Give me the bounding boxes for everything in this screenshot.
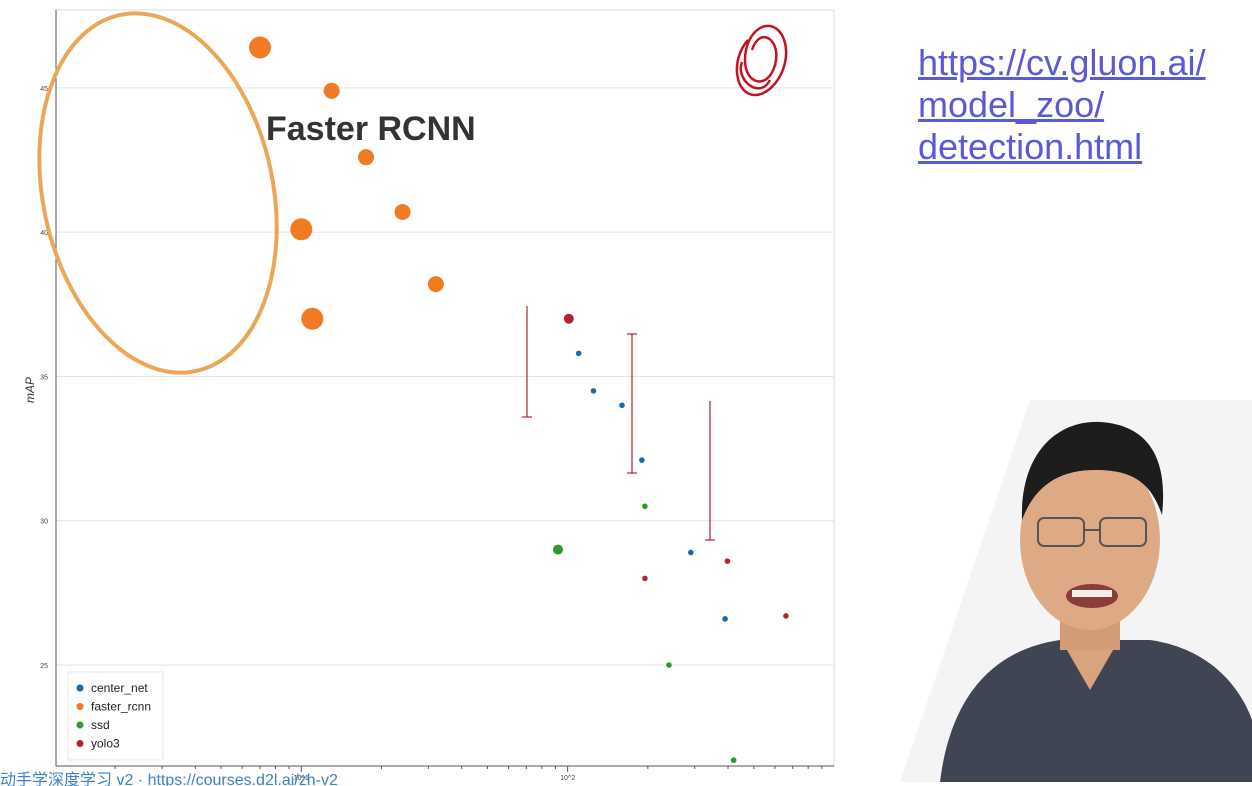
point-faster-rcnn [394, 203, 411, 220]
annotation-title: Faster RCNN [266, 110, 476, 148]
point-ssd [666, 662, 672, 668]
x-tick-label: 10^1 [294, 775, 309, 782]
legend-marker [76, 703, 84, 710]
legend-marker [76, 721, 84, 729]
point-faster-rcnn [249, 36, 272, 59]
link-line-3[interactable]: detection.html [918, 126, 1143, 167]
link-line-2[interactable]: model_zoo/ [918, 84, 1105, 125]
link-line-1[interactable]: https://cv.gluon.ai/ [918, 42, 1206, 83]
point-center-net [722, 616, 728, 622]
y-tick-label: 25 [40, 663, 48, 670]
point-yolo3 [563, 313, 574, 324]
video-watermark [1140, 26, 1240, 52]
y-tick-label: 45 [40, 86, 48, 93]
presenter-video [900, 400, 1252, 782]
point-center-net [639, 457, 645, 463]
point-faster-rcnn [301, 307, 324, 330]
x-tick-label: 10^2 [560, 775, 575, 782]
y-tick-label: 30 [40, 519, 48, 526]
point-yolo3 [724, 558, 731, 564]
point-ssd [642, 503, 648, 510]
axes: 25 30 35 40 45 10^1 10^2 [40, 10, 834, 782]
legend-marker [76, 740, 84, 747]
point-ssd [730, 757, 737, 764]
plot-area [55, 9, 835, 767]
point-yolo3 [642, 575, 648, 582]
legend-marker [76, 684, 84, 692]
faster-rcnn-ellipse [37, 11, 279, 375]
error-bars [522, 306, 715, 541]
y-axis-label: mAP [23, 377, 37, 403]
legend-label: yolo3 [91, 737, 120, 751]
legend-label: ssd [91, 718, 110, 732]
point-ssd [552, 544, 563, 555]
y-tick-label: 40 [40, 230, 48, 237]
point-center-net [688, 549, 694, 556]
point-yolo3 [783, 613, 789, 619]
point-faster-rcnn [427, 276, 444, 293]
legend-label: faster_rcnn [91, 700, 151, 714]
grid [56, 87, 834, 666]
model-zoo-link[interactable]: https://cv.gluon.ai/ model_zoo/ detectio… [918, 42, 1238, 168]
data-points [249, 36, 789, 764]
point-center-net [619, 402, 625, 409]
point-faster-rcnn [323, 82, 340, 99]
point-faster-rcnn [358, 149, 375, 166]
legend-label: center_net [91, 681, 148, 695]
point-faster-rcnn [290, 218, 313, 241]
point-center-net [575, 350, 582, 357]
bottom-caption: 动手学深度学习 v2 · https://courses.d2l.ai/zh-v… [0, 772, 338, 786]
y-tick-label: 35 [40, 374, 48, 381]
scribble-annotation [735, 24, 788, 97]
point-center-net [590, 388, 597, 394]
